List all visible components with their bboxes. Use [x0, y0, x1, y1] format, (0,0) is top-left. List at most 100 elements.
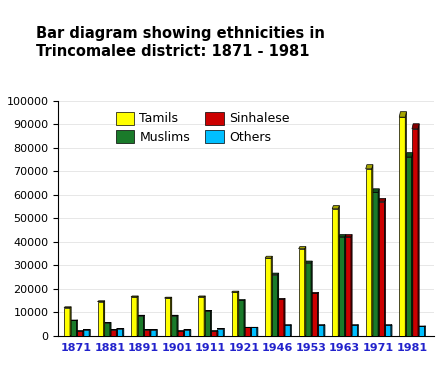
- Bar: [204, 311, 211, 336]
- Bar: [284, 325, 290, 336]
- Polygon shape: [122, 329, 124, 336]
- Bar: [97, 302, 104, 336]
- Bar: [110, 330, 116, 336]
- Bar: [238, 301, 244, 336]
- Bar: [412, 129, 418, 336]
- Bar: [137, 316, 143, 336]
- Polygon shape: [190, 330, 191, 336]
- Polygon shape: [424, 326, 426, 336]
- Bar: [399, 117, 405, 336]
- Polygon shape: [143, 315, 144, 336]
- Polygon shape: [357, 325, 358, 336]
- Polygon shape: [412, 124, 419, 129]
- Polygon shape: [137, 315, 144, 316]
- Polygon shape: [290, 325, 291, 336]
- Polygon shape: [405, 153, 413, 157]
- Bar: [211, 331, 217, 336]
- Polygon shape: [378, 189, 379, 336]
- Polygon shape: [345, 235, 352, 237]
- Polygon shape: [137, 296, 138, 336]
- Polygon shape: [405, 112, 406, 336]
- Polygon shape: [244, 300, 245, 336]
- Polygon shape: [384, 198, 386, 336]
- Bar: [70, 320, 76, 336]
- Polygon shape: [164, 297, 172, 298]
- Polygon shape: [156, 330, 157, 336]
- Polygon shape: [232, 291, 239, 292]
- Polygon shape: [338, 235, 346, 237]
- Bar: [150, 330, 156, 336]
- Bar: [164, 298, 171, 336]
- Polygon shape: [238, 300, 245, 301]
- Bar: [177, 331, 183, 336]
- Polygon shape: [204, 310, 212, 311]
- Bar: [64, 307, 70, 336]
- Polygon shape: [83, 331, 84, 336]
- Polygon shape: [338, 206, 339, 336]
- Polygon shape: [257, 327, 258, 336]
- Polygon shape: [238, 291, 239, 336]
- Polygon shape: [391, 325, 392, 336]
- Polygon shape: [97, 301, 105, 302]
- Bar: [338, 237, 345, 336]
- Polygon shape: [217, 331, 218, 336]
- Bar: [318, 325, 324, 336]
- Polygon shape: [76, 320, 78, 336]
- Polygon shape: [305, 261, 312, 263]
- Polygon shape: [372, 189, 379, 192]
- Bar: [271, 275, 278, 336]
- Polygon shape: [171, 297, 172, 336]
- Polygon shape: [171, 315, 178, 316]
- Bar: [418, 326, 424, 336]
- Polygon shape: [198, 296, 205, 297]
- Polygon shape: [278, 298, 285, 299]
- Polygon shape: [183, 331, 185, 336]
- Bar: [131, 297, 137, 336]
- Polygon shape: [317, 292, 319, 336]
- Polygon shape: [150, 330, 151, 336]
- Polygon shape: [204, 296, 205, 336]
- Polygon shape: [312, 292, 319, 294]
- Bar: [245, 327, 250, 336]
- Polygon shape: [399, 112, 406, 117]
- Polygon shape: [104, 301, 105, 336]
- Polygon shape: [250, 327, 252, 336]
- Polygon shape: [372, 165, 373, 336]
- Polygon shape: [271, 256, 272, 336]
- Bar: [117, 329, 122, 336]
- Bar: [305, 263, 311, 336]
- Bar: [345, 237, 351, 336]
- Bar: [366, 169, 372, 336]
- Polygon shape: [284, 298, 285, 336]
- Polygon shape: [110, 322, 111, 336]
- Bar: [351, 325, 357, 336]
- Polygon shape: [305, 247, 306, 336]
- Polygon shape: [131, 296, 138, 297]
- Polygon shape: [223, 329, 224, 336]
- Bar: [405, 157, 412, 336]
- Bar: [265, 258, 271, 336]
- Bar: [184, 330, 190, 336]
- Polygon shape: [366, 165, 373, 169]
- Bar: [372, 192, 378, 336]
- Bar: [77, 331, 83, 336]
- Bar: [198, 297, 204, 336]
- Bar: [379, 202, 384, 336]
- Polygon shape: [271, 273, 278, 275]
- Bar: [385, 325, 391, 336]
- Polygon shape: [177, 315, 178, 336]
- Polygon shape: [332, 206, 339, 209]
- Bar: [217, 329, 223, 336]
- Polygon shape: [379, 198, 386, 202]
- Bar: [312, 294, 317, 336]
- Bar: [171, 316, 177, 336]
- Bar: [232, 292, 238, 336]
- Bar: [278, 299, 284, 336]
- Bar: [83, 330, 89, 336]
- Polygon shape: [418, 124, 419, 336]
- Bar: [104, 323, 110, 336]
- Polygon shape: [351, 235, 352, 336]
- Text: Bar diagram showing ethnicities in
Trincomalee district: 1871 - 1981: Bar diagram showing ethnicities in Trinc…: [36, 26, 325, 59]
- Polygon shape: [211, 310, 212, 336]
- Polygon shape: [89, 330, 90, 336]
